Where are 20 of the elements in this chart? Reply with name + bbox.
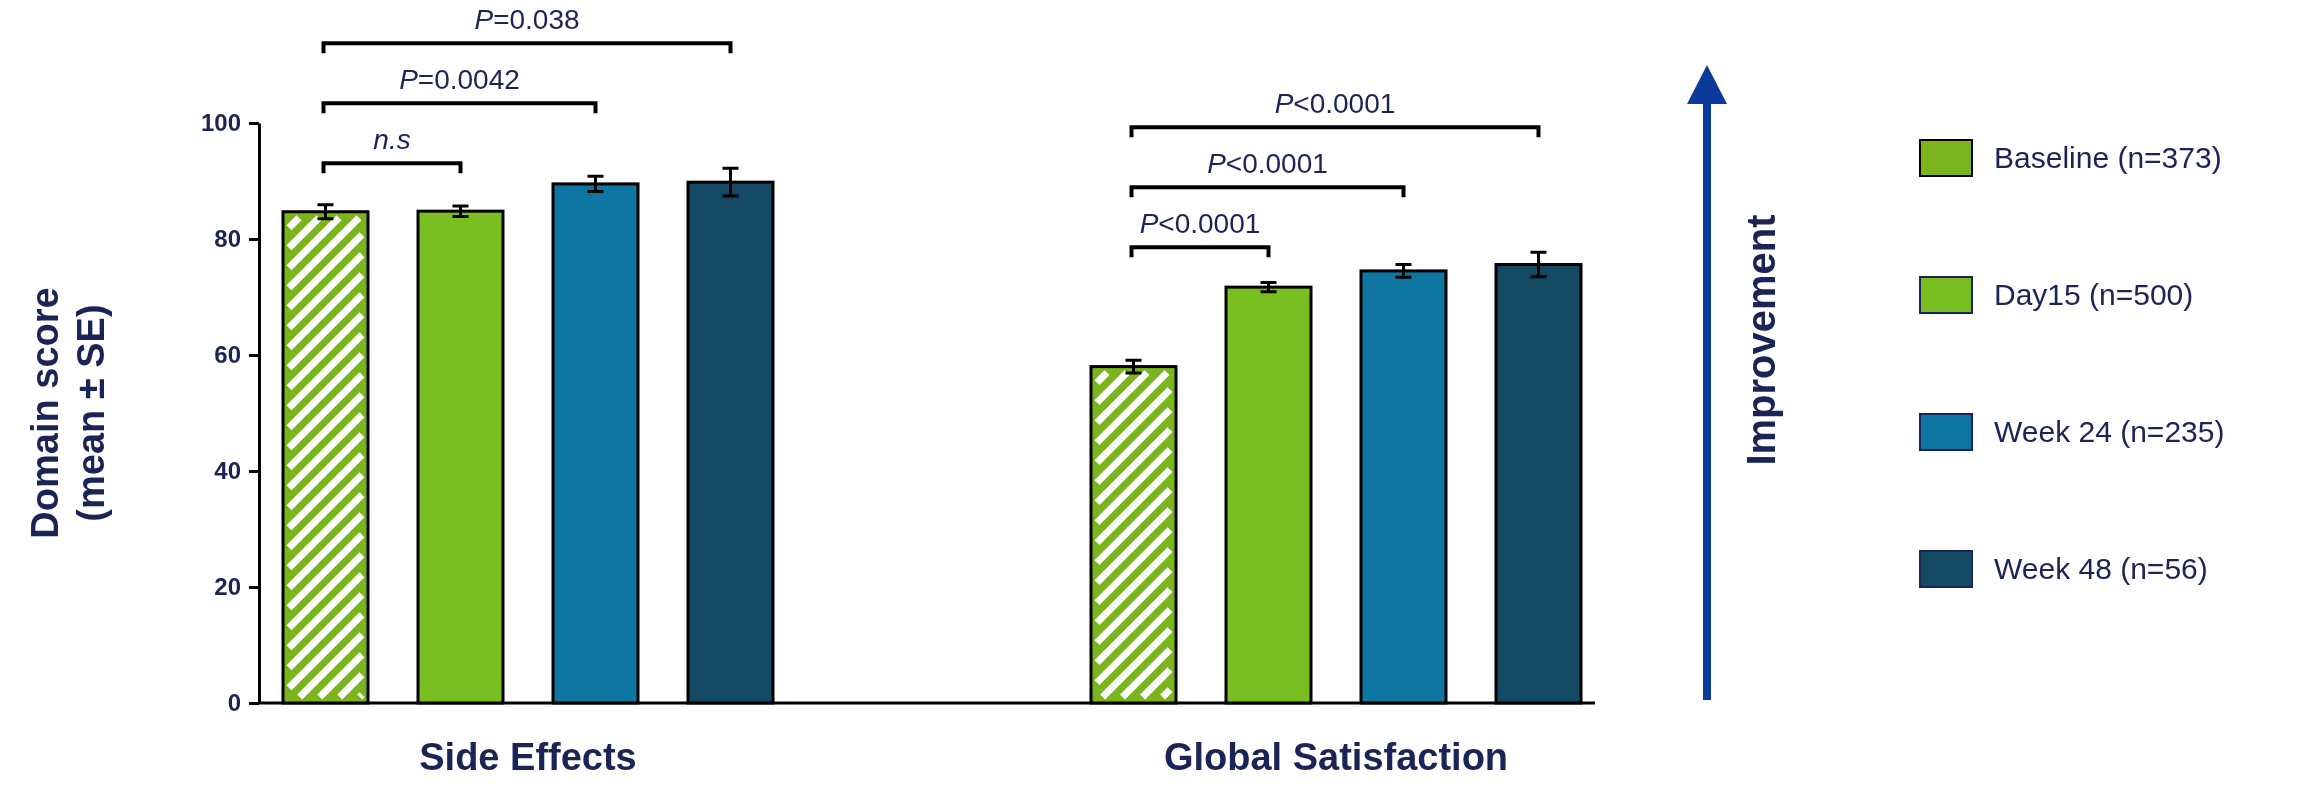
x-tick-label: Global Satisfaction	[1163, 736, 1509, 778]
y-tick-label: 20	[214, 573, 241, 601]
legend-label: Week 48 (n=56)	[1994, 552, 2208, 585]
annotation: P<0.0001	[1207, 148, 1328, 180]
text: Improvement	[1739, 214, 1783, 466]
y-tick-label: 80	[214, 225, 241, 253]
annotation: n.s	[373, 124, 411, 156]
legend-label: Day15 (n=500)	[1994, 278, 2194, 311]
text: P<0.0001	[1274, 88, 1396, 120]
y-tick-label: 0	[227, 689, 241, 717]
annotation: P<0.0001	[1139, 208, 1261, 240]
legend-label: Baseline (n=373)	[1994, 141, 2222, 174]
y-axis-title: Domain score (mean ± SE)	[24, 287, 112, 539]
y-tick-label: 60	[214, 341, 241, 369]
text: P=0.0042	[399, 64, 520, 96]
y-tick-label: 40	[214, 457, 241, 485]
x-tick-label: Side Effects	[419, 736, 637, 778]
legend-label: Week 24 (n=235)	[1994, 415, 2225, 448]
text: P=0.038	[474, 4, 580, 36]
y-tick-label: 100	[200, 109, 241, 137]
